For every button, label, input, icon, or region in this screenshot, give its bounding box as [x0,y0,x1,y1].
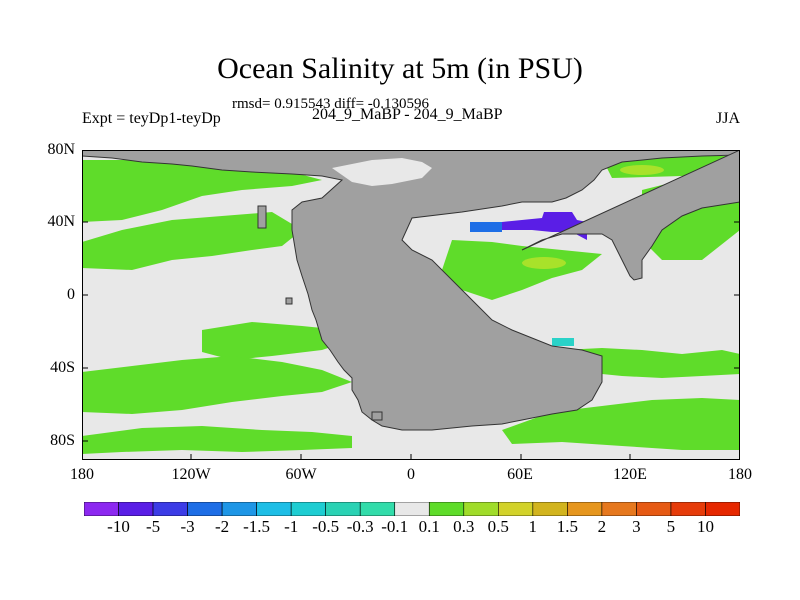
colorbar-label: -5 [146,517,161,536]
lat-tick-80n: 80N [47,141,75,158]
colorbar-label: 0.5 [487,517,509,536]
lon-tick-0: 0 [407,466,415,483]
salinity-map [82,150,740,460]
colorbar-label: 2 [597,517,607,536]
colorbar-swatch [359,502,396,516]
lat-tick-0: 0 [67,286,75,303]
colorbar-label: -0.3 [346,517,374,536]
colorbar-swatch [670,502,706,516]
lat-tick-40n: 40N [47,213,75,230]
lat-tick-80s: 80S [50,432,75,449]
colorbar-label: -2 [215,517,230,536]
period-label: 204_9_MaBP - 204_9_MaBP [312,106,503,123]
colorbar-swatch [290,502,326,516]
colorbar-swatch [152,502,188,516]
lon-tick-120w: 120W [171,466,211,483]
colorbar-swatch [118,502,154,516]
colorbar-label: 1 [528,517,538,536]
colorbar-label: -0.1 [381,517,409,536]
lon-tick-60e: 60E [507,466,533,483]
colorbar-swatch [394,502,430,516]
colorbar-swatch [256,502,292,516]
colorbar-label: -0.5 [312,517,340,536]
colorbar-swatch [705,502,740,516]
colorbar-label: -10 [107,517,130,536]
land-regions [82,150,740,431]
lon-tick-120e: 120E [613,466,647,483]
lon-tick-60w: 60W [285,466,317,483]
colorbar-label: -1 [284,517,299,536]
map-ticks [82,150,740,460]
colorbar-label: 0.3 [453,517,475,536]
lon-tick-180e: 180 [728,466,752,483]
colorbar-swatch [567,502,603,516]
experiment-label: Expt = teyDp1-teyDp [82,110,221,127]
colorbar-swatch [84,502,119,516]
colorbar-label: 0.1 [418,517,440,536]
colorbar-label: 10 [697,517,714,536]
positive-mid-regions [522,165,664,269]
colorbar-label: 3 [632,517,641,536]
lat-tick-40s: 40S [50,359,75,376]
colorbar [84,502,740,516]
colorbar-label: 5 [666,517,676,536]
colorbar-swatch [325,502,361,516]
colorbar-swatch [636,502,672,516]
colorbar-label: -1.5 [243,517,271,536]
colorbar-swatch [532,502,568,516]
colorbar-label: -3 [180,517,195,536]
season-label: JJA [716,110,741,127]
colorbar-swatch [221,502,257,516]
stats-line: rmsd= 0.915543 diff= -0.130596 [232,96,430,112]
colorbar-swatch [463,502,499,516]
map-title: Ocean Salinity at 5m (in PSU) [217,52,583,85]
lon-tick-180w: 180 [70,466,94,483]
colorbar-label: 1.5 [556,517,579,536]
colorbar-swatch [498,502,534,516]
colorbar-swatch [601,502,637,516]
negative-anomaly-regions [470,212,587,346]
colorbar-swatch [428,502,465,516]
colorbar-swatch [187,502,223,516]
